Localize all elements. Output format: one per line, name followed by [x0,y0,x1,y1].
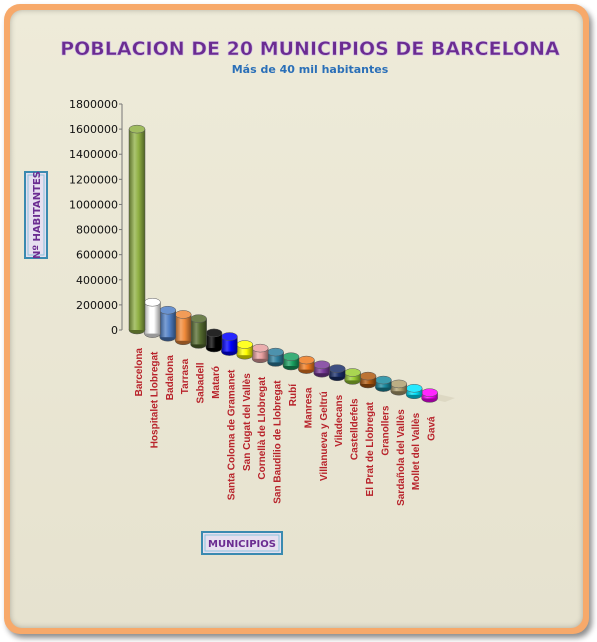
bar-top [159,305,177,315]
bar [128,124,146,335]
bar [359,371,377,389]
chart-frame [4,4,589,634]
bar-top [174,310,192,319]
x-tick-label: Viladecans [334,394,345,447]
bar-top [190,314,207,323]
bar-top [267,347,284,357]
x-tick-label: Rubí [288,383,299,406]
x-tick-label: Castelldefels [350,398,361,460]
x-tick-label: Granollers [380,405,391,455]
bar [251,343,269,364]
x-tick-label: Hospitalet Llobregat [149,351,160,448]
x-tick-label: Sabadell [196,362,207,403]
plot-area: 0 200000 400000 600000 800000 1000000 1200000 1… [69,98,455,506]
bar [221,332,238,356]
x-tick-label: Gavá [427,416,438,441]
bar-top [421,388,438,397]
bar [174,310,192,346]
bar [298,355,315,374]
bar [375,375,392,392]
bar-top [313,360,331,370]
bar-body [252,348,269,359]
bar [267,347,284,367]
x-tick-label: Mataró [211,366,222,399]
bar-body [221,336,238,352]
bar [313,360,331,378]
bar [421,388,438,403]
bar-top [375,375,392,385]
x-tick-label: Villanueva y Geltrú [319,391,330,481]
bar-body [144,302,161,334]
bar [144,297,161,338]
bar [390,379,408,396]
y-tick-label: 1800000 [69,98,118,111]
bar-top [251,343,269,353]
bar-top [359,371,377,381]
bar [328,364,346,382]
bar-top [390,379,408,389]
bar-top [298,355,315,365]
y-axis-title-box: Nº HABITANTES [24,171,48,259]
y-tick-label: 800000 [76,224,118,237]
x-tick-label: San Baudilio de Llobregat [273,380,284,504]
bar-body [298,360,315,370]
x-tick-label: Santa Coloma de Gramanet [226,369,237,500]
x-axis-title: MUNICIPIOS [208,539,276,550]
bar-body [206,332,222,348]
y-tick-label: 600000 [76,249,118,262]
bar-top [282,352,300,361]
x-tick-label: San Cugat del Vallès [242,373,253,471]
x-tick-label: Tarrasa [180,358,191,394]
x-tick-label: Sardañola del Vallès [396,409,407,506]
x-tick-label: Manresa [303,387,314,428]
y-tick-label: 1400000 [69,148,118,161]
bar-body [236,344,253,356]
x-axis-title-box: MUNICIPIOS [201,531,283,555]
bar [405,384,423,400]
bar [282,352,300,371]
x-tick-label: Badalona [165,355,176,400]
bar-body [159,310,176,338]
bar-body [190,318,207,345]
x-tick-label: Barcelona [134,348,145,397]
bar [205,328,223,353]
y-tick-label: 1200000 [69,173,118,186]
chart-panel [10,10,583,628]
y-axis-title: Nº HABITANTES [32,171,43,259]
bar [190,314,207,349]
x-tick-label: El Prat de Llobregat [365,401,376,496]
y-tick-label: 1600000 [69,123,118,136]
bar-top [405,384,423,393]
bar-body [283,356,299,366]
bar [236,340,254,360]
bar-top [344,368,361,377]
chart-subtitle: Más de 40 mil habitantes [232,63,389,76]
bar-body [129,129,145,330]
bar-top [221,332,238,341]
y-tick-label: 0 [111,324,118,337]
bar [344,368,361,385]
x-tick-label: Mollet del Vallès [411,412,422,490]
chart-title: POBLACION DE 20 MUNICIPIOS DE BARCELONA [60,38,560,60]
y-tick-label: 1000000 [69,198,118,211]
bar-top [328,364,346,373]
bar-top [205,328,223,338]
bar-top [236,340,254,349]
bar-body [267,352,284,363]
y-tick-label: 200000 [76,299,118,312]
y-tick-label: 400000 [76,274,118,287]
bar [159,305,177,342]
x-tick-label: Cornellà de Llobregat [257,376,268,479]
bar-top [128,124,146,134]
bar-body [175,314,192,341]
bar-top [144,297,161,307]
